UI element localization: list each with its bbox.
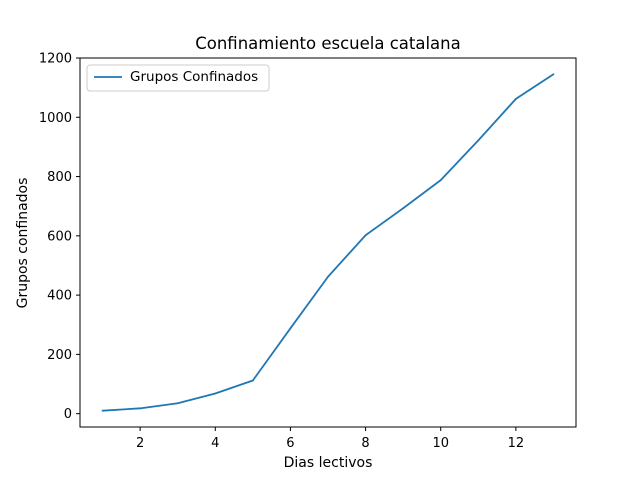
data-point xyxy=(552,73,555,76)
x-axis: 2 4 6 8 10 12 xyxy=(136,427,524,451)
legend-frame xyxy=(86,64,270,92)
y-axis-label: Grupos confinados xyxy=(15,178,31,309)
data-point xyxy=(514,98,517,100)
y-tick-label: 600 xyxy=(47,229,72,244)
data-point xyxy=(176,402,179,405)
legend: Grupos Confinados xyxy=(86,64,270,92)
y-tick-label: 1000 xyxy=(39,111,72,126)
y-tick-label: 800 xyxy=(47,170,72,185)
data-point xyxy=(214,392,217,395)
y-tick-label: 0 xyxy=(64,407,72,422)
data-point xyxy=(251,379,254,382)
data-point xyxy=(439,179,442,182)
x-tick-label: 2 xyxy=(136,436,144,451)
data-point xyxy=(402,207,405,210)
data-point xyxy=(477,139,480,142)
data-point xyxy=(364,234,367,237)
plot-frame xyxy=(79,57,577,428)
data-point xyxy=(101,409,104,412)
legend-label: Grupos Confinados xyxy=(130,69,258,85)
data-point xyxy=(139,407,142,410)
x-tick-label: 8 xyxy=(361,436,369,451)
x-tick-label: 4 xyxy=(211,436,219,451)
y-axis: 0 200 400 600 800 1000 1200 xyxy=(39,52,80,422)
x-axis-label: Dias lectivos xyxy=(284,455,373,471)
data-point xyxy=(327,275,329,278)
y-tick-label: 200 xyxy=(47,348,72,363)
plot-area xyxy=(79,57,577,428)
chart-title: Confinamiento escuela catalana xyxy=(195,34,461,53)
x-tick-label: 6 xyxy=(286,436,294,451)
data-point xyxy=(289,327,292,330)
y-tick-label: 1200 xyxy=(39,52,72,67)
x-tick-label: 10 xyxy=(432,436,449,451)
series-line-0 xyxy=(102,73,554,412)
x-tick-label: 12 xyxy=(508,436,525,451)
y-tick-label: 400 xyxy=(47,289,72,304)
